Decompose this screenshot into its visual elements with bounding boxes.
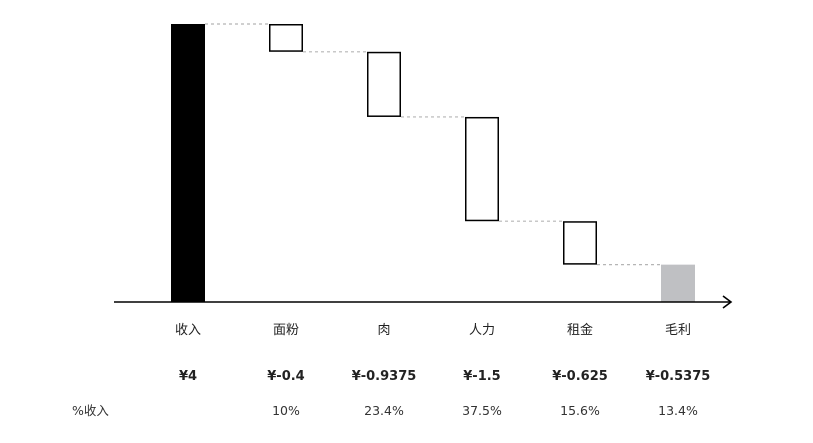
percent-labels: 10% 23.4% 37.5% 15.6% 13.4% (272, 403, 698, 418)
category-labels: 收入 面粉 肉 人力 租金 毛利 (175, 322, 691, 338)
category-label: 租金 (567, 322, 593, 338)
percent-row-label: %收入 (72, 403, 109, 418)
bar-4 (465, 116, 499, 222)
x-axis-arrow-icon (722, 295, 733, 309)
connector-lines (205, 23, 661, 266)
category-label: 面粉 (273, 323, 299, 338)
value-labels: ¥4 ¥-0.4 ¥-0.9375 ¥-1.5 ¥-0.625 ¥-0.5375 (179, 369, 710, 384)
percent-label: 37.5% (462, 403, 502, 418)
value-label: ¥-0.4 (267, 369, 304, 384)
bar-1 (171, 24, 205, 302)
percent-label: 13.4% (658, 403, 698, 418)
value-label: ¥-0.625 (552, 369, 608, 384)
bar-2 (269, 24, 303, 52)
bar-3 (367, 51, 401, 117)
percent-label: 10% (272, 403, 300, 418)
bar-5 (563, 221, 597, 265)
category-label: 毛利 (665, 323, 691, 338)
value-label: ¥-0.9375 (352, 369, 417, 384)
value-label: ¥-0.5375 (646, 369, 711, 384)
bars (171, 24, 695, 302)
value-label: ¥4 (179, 369, 197, 384)
category-label: 肉 (377, 323, 390, 338)
percent-label: 23.4% (364, 403, 404, 418)
category-label: 收入 (175, 323, 201, 338)
category-label: 人力 (469, 323, 495, 338)
percent-label: 15.6% (560, 403, 600, 418)
value-label: ¥-1.5 (463, 369, 500, 384)
x-axis (114, 295, 733, 309)
bar-6 (661, 264, 695, 302)
